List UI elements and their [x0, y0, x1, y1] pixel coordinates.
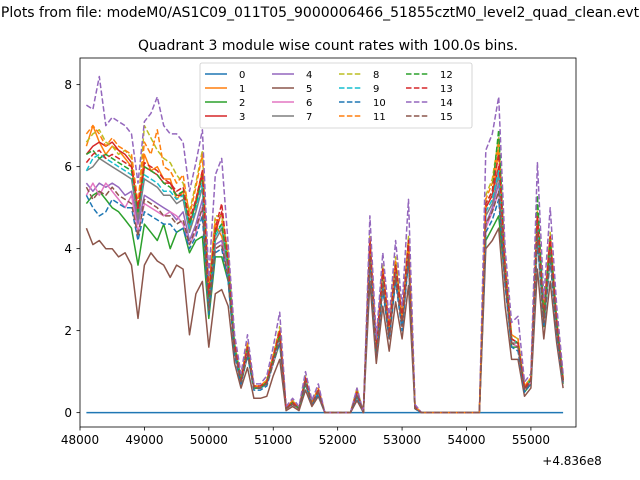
series-line-6: [85, 182, 564, 414]
legend-label-5: 5: [306, 84, 312, 95]
legend-label-12: 12: [440, 70, 453, 81]
legend-label-2: 2: [239, 98, 245, 109]
legend-label-4: 4: [306, 70, 312, 81]
legend-label-1: 1: [239, 84, 245, 95]
series-line-9: [85, 153, 564, 414]
legend-label-13: 13: [440, 84, 453, 95]
legend-label-15: 15: [440, 112, 453, 123]
x-tick-label: 49000: [125, 433, 163, 447]
series-line-15: [85, 186, 564, 414]
y-tick-label: 8: [64, 78, 72, 92]
axes-frame: [79, 57, 577, 428]
series-line-2: [85, 190, 564, 414]
series-line-3: [85, 141, 564, 414]
y-tick-label: 2: [64, 324, 72, 338]
plot-area: 48000 49000 50000 51000 52000 53000 54000 55000…: [61, 57, 602, 468]
chart-title: Quadrant 3 module wise count rates with …: [138, 38, 518, 54]
y-tick-label: 4: [64, 242, 72, 256]
legend-label-3: 3: [239, 112, 245, 123]
x-tick-label: 54000: [447, 433, 485, 447]
legend-label-0: 0: [239, 70, 245, 81]
x-tick-label: 53000: [383, 433, 421, 447]
legend-label-14: 14: [440, 98, 453, 109]
x-tick-label: 52000: [319, 433, 357, 447]
legend-label-6: 6: [306, 98, 312, 109]
legend-label-11: 11: [373, 112, 386, 123]
legend-label-7: 7: [306, 112, 312, 123]
x-tick-label: 48000: [61, 433, 99, 447]
y-tick-label: 0: [64, 406, 72, 420]
series-line-4: [85, 182, 564, 414]
series-line-13: [85, 149, 564, 414]
x-tick-label: 55000: [512, 433, 550, 447]
legend-label-8: 8: [373, 70, 379, 81]
x-offset-label: +4.836e8: [542, 454, 601, 468]
x-tick-label: 50000: [190, 433, 228, 447]
x-tick-label: 51000: [254, 433, 292, 447]
legend-label-10: 10: [373, 98, 386, 109]
series-line-10: [85, 194, 564, 414]
y-tick-label: 6: [64, 160, 72, 174]
figure-suptitle: Plots from file: modeM0/AS1C09_011T05_90…: [1, 5, 640, 21]
legend-box: [199, 62, 473, 129]
legend-label-9: 9: [373, 84, 379, 95]
series-line-1: [85, 124, 564, 414]
series-line-5: [85, 227, 564, 414]
